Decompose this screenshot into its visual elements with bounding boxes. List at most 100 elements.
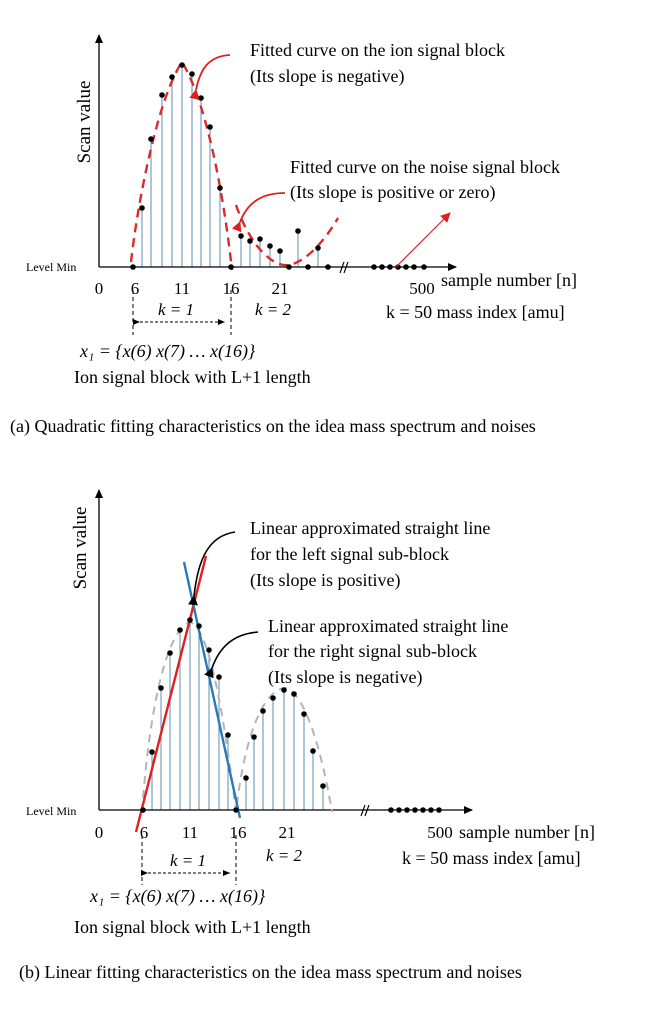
sample-point: [228, 264, 234, 270]
sample-point: [140, 807, 146, 813]
noise-point: [277, 248, 283, 254]
sample-point: [139, 205, 145, 211]
panel-b-caption: (b) Linear fitting characteristics on th…: [19, 962, 522, 983]
sample-point: [198, 95, 204, 101]
panel-a-tick-0: 0: [95, 279, 104, 298]
panel-b-y-axis-label: Scan value: [70, 507, 91, 590]
sample-point: [310, 748, 316, 754]
sample-point: [301, 711, 307, 717]
noise-point: [411, 264, 417, 270]
noise-point: [238, 233, 244, 239]
panel-a-noise-fit-title: Fitted curve on the noise signal block: [290, 157, 560, 177]
sample-point: [291, 691, 297, 697]
panel-a-k2-label: k = 2: [255, 300, 292, 319]
panel-b-level-min: Level Min: [26, 804, 76, 818]
panel-a-noise-fit-slope: (Its slope is positive or zero): [290, 182, 495, 203]
panel-b-k1-label: k = 1: [170, 851, 206, 870]
panel-a-x-axis-label: sample number [n]: [441, 270, 577, 290]
panel-b-tick-11: 11: [182, 823, 198, 842]
panel-b-k2-label: k = 2: [266, 846, 303, 865]
sample-point: [281, 687, 287, 693]
noise-point: [404, 807, 410, 813]
panel-b-mass-index-label: k = 50 mass index [amu]: [402, 848, 581, 868]
panel-b-left-arrow: [188, 531, 236, 606]
panel-a-tick-16: 16: [223, 279, 240, 298]
panel-b-right-slope: (Its slope is negative): [268, 667, 422, 688]
panel-b-tick-500: 500: [427, 823, 453, 842]
noise-point: [412, 807, 418, 813]
noise-point: [295, 228, 301, 234]
panel-a-noise-arrow: [232, 192, 286, 233]
panel-b-x1-formula: x₁ = {x(6) x(7) … x(16)}: [89, 886, 266, 907]
sample-point: [148, 136, 154, 142]
panel-a-y-axis-label: Scan value: [74, 81, 95, 164]
noise-point: [286, 264, 292, 270]
panel-a-tick-11: 11: [174, 279, 190, 298]
noise-point: [315, 245, 321, 251]
noise-point: [428, 807, 434, 813]
panel-a-ion-fit-slope: (Its slope is negative): [250, 66, 404, 87]
noise-point: [387, 264, 393, 270]
panel-b-left-title: Linear approximated straight line: [250, 518, 490, 538]
noise-point: [305, 264, 311, 270]
sample-point: [187, 617, 193, 623]
panel-b-right-title: Linear approximated straight line: [268, 616, 508, 636]
panel-a-tick-21: 21: [272, 279, 289, 298]
panel-b-axis-break: [360, 804, 370, 817]
sample-point: [233, 807, 239, 813]
sample-point: [179, 62, 185, 68]
sample-point: [225, 732, 231, 738]
panel-a-points: [130, 62, 427, 270]
panel-b-right-fit-line: [182, 561, 242, 819]
sample-point: [169, 74, 175, 80]
panel-a-mass-index-label: k = 50 mass index [amu]: [386, 302, 565, 322]
panel-a-caption: (a) Quadratic fitting characteristics on…: [10, 416, 536, 437]
panel-b-right-arrow: [204, 631, 259, 679]
noise-point: [396, 807, 402, 813]
panel-a-noise-fit-curve: [234, 204, 340, 267]
panel-a-k1-label: k = 1: [158, 300, 194, 319]
noise-point: [267, 243, 273, 249]
panel-a-tick-6: 6: [131, 279, 140, 298]
sample-point: [130, 264, 136, 270]
sample-point: [149, 749, 155, 755]
panel-a-ion-block-label: Ion signal block with L+1 length: [74, 367, 311, 387]
panel-a-axis-break: [339, 261, 349, 274]
panel-b: Scan value Level Min 0 6 11 16 21 500 sa…: [19, 489, 595, 983]
sample-point: [207, 124, 213, 130]
sample-point: [189, 71, 195, 77]
panel-b-tick-0: 0: [95, 823, 104, 842]
panel-b-tick-21: 21: [279, 823, 296, 842]
panel-a-ion-arrow: [189, 54, 231, 100]
panel-a-ion-fit-title: Fitted curve on the ion signal block: [250, 40, 505, 60]
panel-b-tick-16: 16: [230, 823, 247, 842]
noise-point: [379, 264, 385, 270]
sample-point: [206, 647, 212, 653]
sample-point: [320, 783, 326, 789]
sample-point: [270, 695, 276, 701]
noise-point: [388, 807, 394, 813]
sample-point: [217, 185, 223, 191]
panel-b-x-axis-label: sample number [n]: [459, 822, 595, 842]
noise-point: [247, 238, 253, 244]
noise-point: [325, 264, 331, 270]
noise-point: [436, 807, 442, 813]
panel-b-left-fit-line: [134, 555, 208, 833]
sample-point: [159, 92, 165, 98]
sample-point: [243, 775, 249, 781]
noise-point: [257, 236, 263, 242]
panel-a-tick-500: 500: [409, 279, 435, 298]
panel-a-noise-arrow-2: [395, 212, 451, 268]
panel-a-x1-formula: x₁ = {x(6) x(7) … x(16)}: [79, 341, 256, 362]
noise-point: [421, 264, 427, 270]
panel-b-points: [140, 617, 442, 813]
sample-point: [260, 708, 266, 714]
panel-b-left-sub: for the left signal sub-block: [250, 544, 449, 564]
sample-point: [251, 734, 257, 740]
sample-point: [196, 623, 202, 629]
panel-b-left-slope: (Its slope is positive): [250, 570, 401, 591]
noise-point: [420, 807, 426, 813]
noise-point: [403, 264, 409, 270]
sample-point: [216, 674, 222, 680]
